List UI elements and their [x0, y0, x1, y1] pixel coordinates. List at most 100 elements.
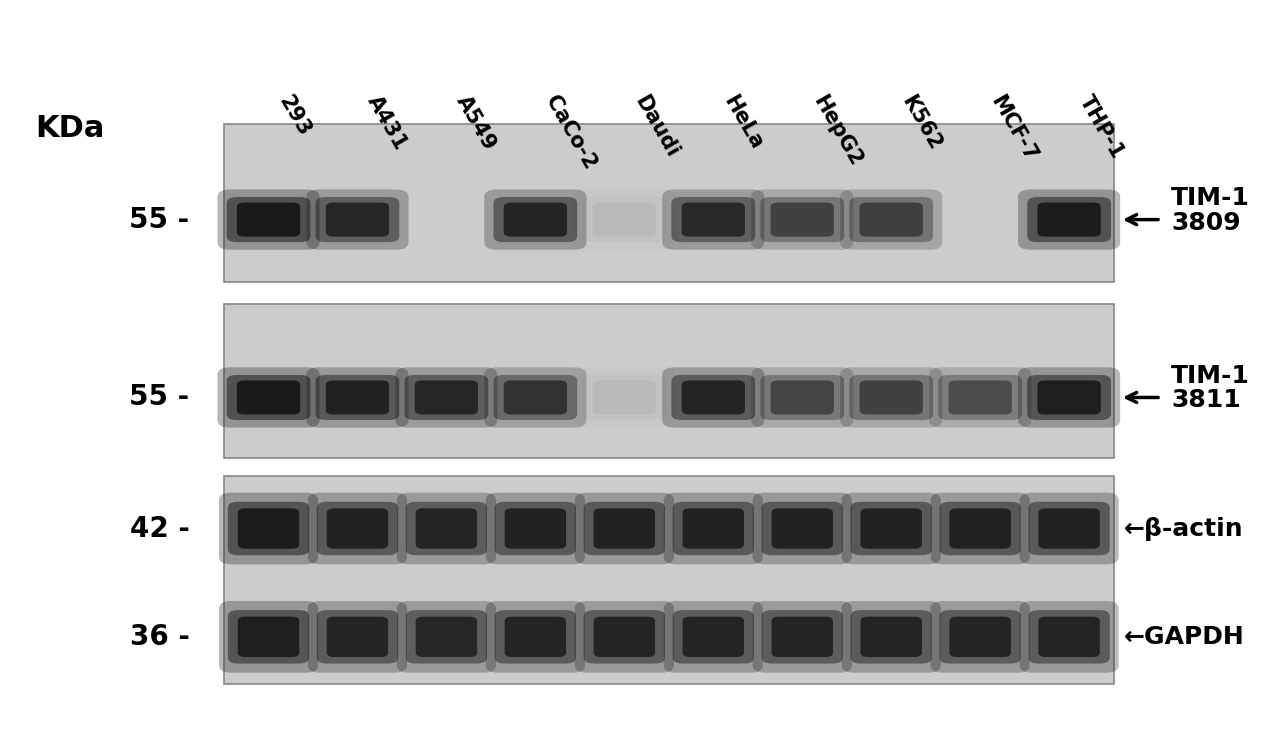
FancyBboxPatch shape: [397, 601, 497, 673]
Text: 42 -: 42 -: [129, 515, 189, 542]
FancyBboxPatch shape: [682, 203, 745, 236]
FancyBboxPatch shape: [238, 616, 300, 657]
FancyBboxPatch shape: [762, 502, 842, 555]
FancyBboxPatch shape: [673, 610, 754, 663]
FancyBboxPatch shape: [228, 610, 310, 663]
FancyBboxPatch shape: [326, 616, 388, 657]
Text: 55 -: 55 -: [129, 206, 189, 234]
FancyBboxPatch shape: [484, 367, 586, 427]
Text: TIM-1: TIM-1: [1171, 364, 1251, 387]
FancyBboxPatch shape: [948, 381, 1011, 414]
FancyBboxPatch shape: [938, 375, 1021, 420]
Text: KDa: KDa: [36, 113, 105, 143]
Text: 55 -: 55 -: [129, 384, 189, 411]
FancyBboxPatch shape: [940, 502, 1020, 555]
FancyBboxPatch shape: [584, 502, 666, 555]
FancyBboxPatch shape: [326, 508, 388, 549]
Text: HepG2: HepG2: [809, 92, 865, 171]
Text: TIM-1: TIM-1: [1171, 186, 1251, 209]
FancyBboxPatch shape: [485, 601, 585, 673]
FancyBboxPatch shape: [594, 508, 655, 549]
FancyBboxPatch shape: [850, 375, 933, 420]
FancyBboxPatch shape: [860, 508, 922, 549]
FancyBboxPatch shape: [406, 610, 488, 663]
FancyBboxPatch shape: [404, 375, 488, 420]
FancyBboxPatch shape: [504, 508, 566, 549]
FancyBboxPatch shape: [317, 610, 398, 663]
FancyBboxPatch shape: [406, 502, 488, 555]
Text: A549: A549: [453, 92, 500, 154]
FancyBboxPatch shape: [584, 610, 666, 663]
FancyBboxPatch shape: [929, 367, 1032, 427]
Bar: [224, 304, 1114, 458]
FancyBboxPatch shape: [842, 493, 941, 564]
FancyBboxPatch shape: [850, 197, 933, 242]
FancyBboxPatch shape: [672, 375, 755, 420]
FancyBboxPatch shape: [218, 190, 320, 250]
Text: CaCo-2: CaCo-2: [541, 92, 600, 173]
FancyBboxPatch shape: [306, 190, 408, 250]
FancyBboxPatch shape: [218, 367, 320, 427]
FancyBboxPatch shape: [594, 616, 655, 657]
FancyBboxPatch shape: [771, 381, 833, 414]
FancyBboxPatch shape: [950, 508, 1011, 549]
Text: 293: 293: [275, 92, 314, 141]
FancyBboxPatch shape: [227, 375, 310, 420]
FancyBboxPatch shape: [504, 203, 567, 236]
FancyBboxPatch shape: [316, 375, 399, 420]
FancyBboxPatch shape: [1028, 197, 1111, 242]
FancyBboxPatch shape: [1028, 375, 1111, 420]
FancyBboxPatch shape: [307, 601, 407, 673]
FancyBboxPatch shape: [672, 197, 755, 242]
Text: 36 -: 36 -: [129, 623, 189, 651]
FancyBboxPatch shape: [850, 610, 932, 663]
FancyBboxPatch shape: [238, 508, 300, 549]
FancyBboxPatch shape: [842, 601, 941, 673]
FancyBboxPatch shape: [416, 616, 477, 657]
FancyBboxPatch shape: [1038, 203, 1101, 236]
FancyBboxPatch shape: [931, 601, 1029, 673]
FancyBboxPatch shape: [326, 203, 389, 236]
FancyBboxPatch shape: [219, 601, 317, 673]
FancyBboxPatch shape: [228, 502, 310, 555]
Text: Daudi: Daudi: [631, 92, 682, 162]
FancyBboxPatch shape: [485, 493, 585, 564]
FancyBboxPatch shape: [663, 493, 763, 564]
FancyBboxPatch shape: [860, 381, 923, 414]
Text: HeLa: HeLa: [719, 92, 767, 154]
Text: THP-1: THP-1: [1075, 92, 1128, 163]
Text: A431: A431: [364, 92, 411, 154]
FancyBboxPatch shape: [326, 381, 389, 414]
FancyBboxPatch shape: [504, 381, 567, 414]
FancyBboxPatch shape: [682, 616, 744, 657]
FancyBboxPatch shape: [317, 502, 398, 555]
Text: ←GAPDH: ←GAPDH: [1124, 625, 1244, 649]
FancyBboxPatch shape: [416, 508, 477, 549]
FancyBboxPatch shape: [682, 508, 744, 549]
FancyBboxPatch shape: [840, 190, 942, 250]
FancyBboxPatch shape: [772, 508, 833, 549]
FancyBboxPatch shape: [753, 601, 851, 673]
Text: MCF-7: MCF-7: [987, 92, 1041, 165]
FancyBboxPatch shape: [494, 375, 577, 420]
FancyBboxPatch shape: [931, 493, 1029, 564]
FancyBboxPatch shape: [673, 502, 754, 555]
FancyBboxPatch shape: [219, 493, 317, 564]
FancyBboxPatch shape: [1038, 616, 1100, 657]
FancyBboxPatch shape: [306, 367, 408, 427]
FancyBboxPatch shape: [415, 381, 477, 414]
FancyBboxPatch shape: [662, 367, 764, 427]
FancyBboxPatch shape: [1018, 367, 1120, 427]
FancyBboxPatch shape: [237, 381, 300, 414]
FancyBboxPatch shape: [1038, 381, 1101, 414]
FancyBboxPatch shape: [504, 616, 566, 657]
FancyBboxPatch shape: [753, 493, 851, 564]
FancyBboxPatch shape: [1018, 190, 1120, 250]
FancyBboxPatch shape: [484, 190, 586, 250]
Bar: [224, 124, 1114, 282]
Text: 3809: 3809: [1171, 211, 1240, 234]
FancyBboxPatch shape: [494, 502, 576, 555]
Text: K562: K562: [897, 92, 945, 154]
FancyBboxPatch shape: [662, 190, 764, 250]
FancyBboxPatch shape: [1038, 508, 1100, 549]
